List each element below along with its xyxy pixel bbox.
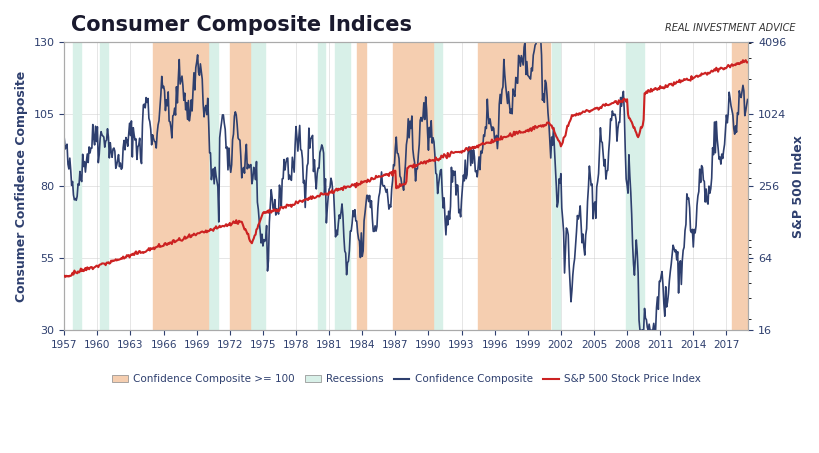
Bar [356,42,365,330]
Text: Consumer Composite Indices: Consumer Composite Indices [71,15,412,35]
Bar [433,42,441,330]
Bar [392,42,432,330]
Y-axis label: Consumer Confidence Composite: Consumer Confidence Composite [15,71,28,302]
Y-axis label: S&P 500 Index: S&P 500 Index [791,135,804,238]
Bar [72,42,81,330]
Bar [206,42,217,330]
Bar [152,42,207,330]
Bar [625,42,643,330]
Bar [334,42,350,330]
Bar [100,42,108,330]
Bar [318,42,324,330]
Text: REAL INVESTMENT ADVICE: REAL INVESTMENT ADVICE [664,23,794,33]
Legend: Confidence Composite >= 100, Recessions, Confidence Composite, S&P 500 Stock Pri: Confidence Composite >= 100, Recessions,… [108,370,704,388]
Bar [731,42,748,330]
Bar [477,42,550,330]
Bar [251,42,265,330]
Bar [229,42,249,330]
Bar [551,42,559,330]
